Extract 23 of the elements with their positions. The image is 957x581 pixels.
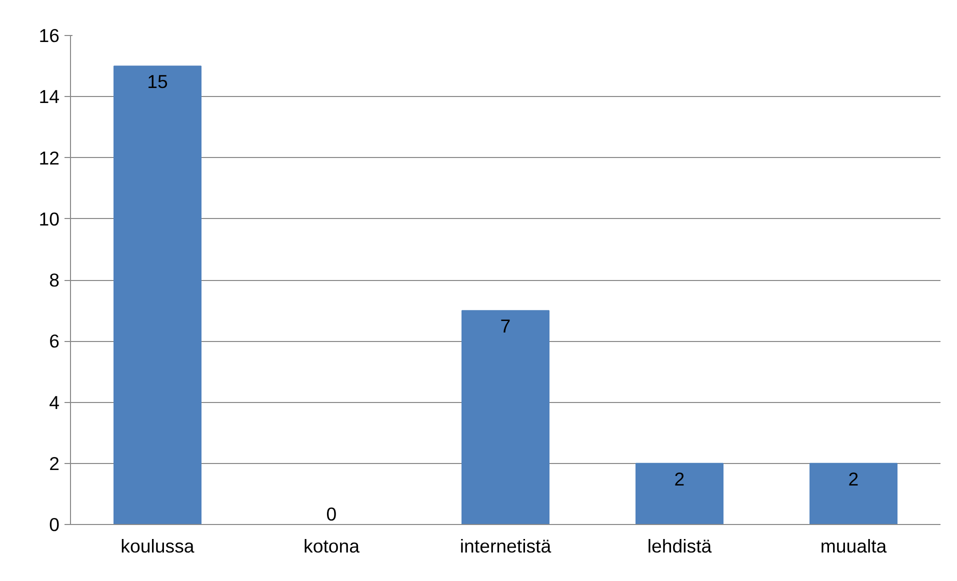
x-tick-label: lehdistä — [647, 536, 712, 556]
y-tick-label: 14 — [38, 86, 60, 108]
data-label: 2 — [674, 468, 685, 490]
bar — [810, 462, 898, 524]
y-tick-label: 12 — [38, 147, 60, 168]
y-tick-label: 4 — [49, 392, 60, 413]
bar — [114, 66, 202, 524]
x-tick-label: koulussa — [120, 536, 195, 556]
data-label: 7 — [500, 316, 511, 337]
data-label: 0 — [326, 504, 337, 524]
bar — [636, 462, 724, 524]
y-tick-label: 2 — [49, 452, 60, 474]
y-tick-label: 8 — [49, 270, 60, 290]
y-tick-label: 0 — [49, 514, 60, 535]
bar — [462, 310, 550, 524]
data-label: 15 — [147, 71, 168, 92]
y-tick-label: 16 — [38, 25, 60, 46]
x-tick-label: internetistä — [460, 536, 552, 556]
x-tick-label: muualta — [820, 536, 888, 556]
data-label: 2 — [848, 468, 859, 490]
y-tick-label: 10 — [38, 208, 60, 230]
y-tick-label: 6 — [49, 330, 60, 352]
x-tick-label: kotona — [303, 536, 360, 556]
